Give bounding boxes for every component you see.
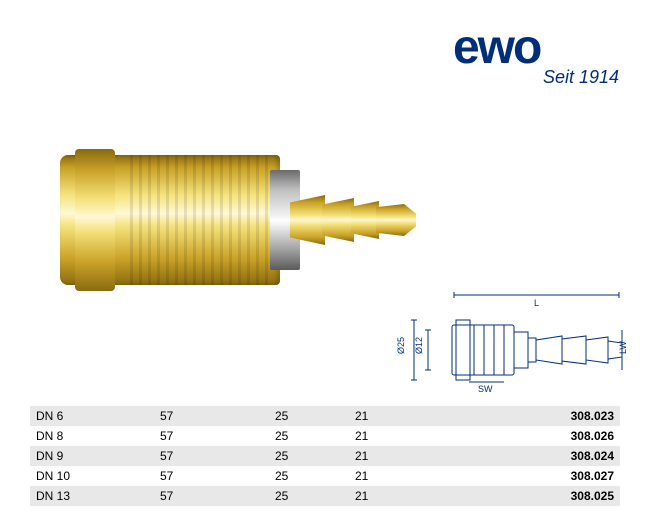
table-row: DN 6 57 25 21 308.023 [30, 406, 620, 426]
cell-partno: 308.026 [435, 429, 620, 443]
table-row: DN 9 57 25 21 308.024 [30, 446, 620, 466]
cell-d1: 25 [275, 489, 355, 503]
coupling-grooves [130, 155, 270, 285]
spec-table: DN 6 57 25 21 308.023 DN 8 57 25 21 308.… [30, 406, 620, 506]
cell-partno: 308.027 [435, 469, 620, 483]
cell-partno: 308.024 [435, 449, 620, 463]
product-illustration [60, 115, 420, 315]
cell-dn: DN 13 [30, 489, 160, 503]
brand-tagline: Seit 1914 [543, 67, 619, 88]
dim-d2: Ø12 [414, 337, 424, 354]
dim-sw: SW [478, 384, 493, 394]
cell-sw: 21 [355, 449, 435, 463]
table-row: DN 10 57 25 21 308.027 [30, 466, 620, 486]
table-row: DN 13 57 25 21 308.025 [30, 486, 620, 506]
cell-l: 57 [160, 449, 275, 463]
cell-sw: 21 [355, 409, 435, 423]
dim-d1: Ø25 [396, 337, 406, 354]
cell-partno: 308.025 [435, 489, 620, 503]
cell-d1: 25 [275, 449, 355, 463]
cell-dn: DN 8 [30, 429, 160, 443]
hose-barb [290, 195, 420, 245]
dim-lw: LW [618, 341, 628, 354]
cell-d1: 25 [275, 429, 355, 443]
brand-logo: ewo Seit 1914 [453, 20, 619, 88]
cell-dn: DN 10 [30, 469, 160, 483]
cell-sw: 21 [355, 429, 435, 443]
table-row: DN 8 57 25 21 308.026 [30, 426, 620, 446]
cell-dn: DN 9 [30, 449, 160, 463]
cell-dn: DN 6 [30, 409, 160, 423]
cell-l: 57 [160, 429, 275, 443]
cell-l: 57 [160, 409, 275, 423]
cell-d1: 25 [275, 409, 355, 423]
cell-sw: 21 [355, 469, 435, 483]
technical-drawing: Ø25 Ø12 LW SW L [394, 290, 634, 395]
cell-partno: 308.023 [435, 409, 620, 423]
cell-l: 57 [160, 489, 275, 503]
dim-l: L [534, 298, 539, 308]
cell-sw: 21 [355, 489, 435, 503]
cell-l: 57 [160, 469, 275, 483]
cell-d1: 25 [275, 469, 355, 483]
